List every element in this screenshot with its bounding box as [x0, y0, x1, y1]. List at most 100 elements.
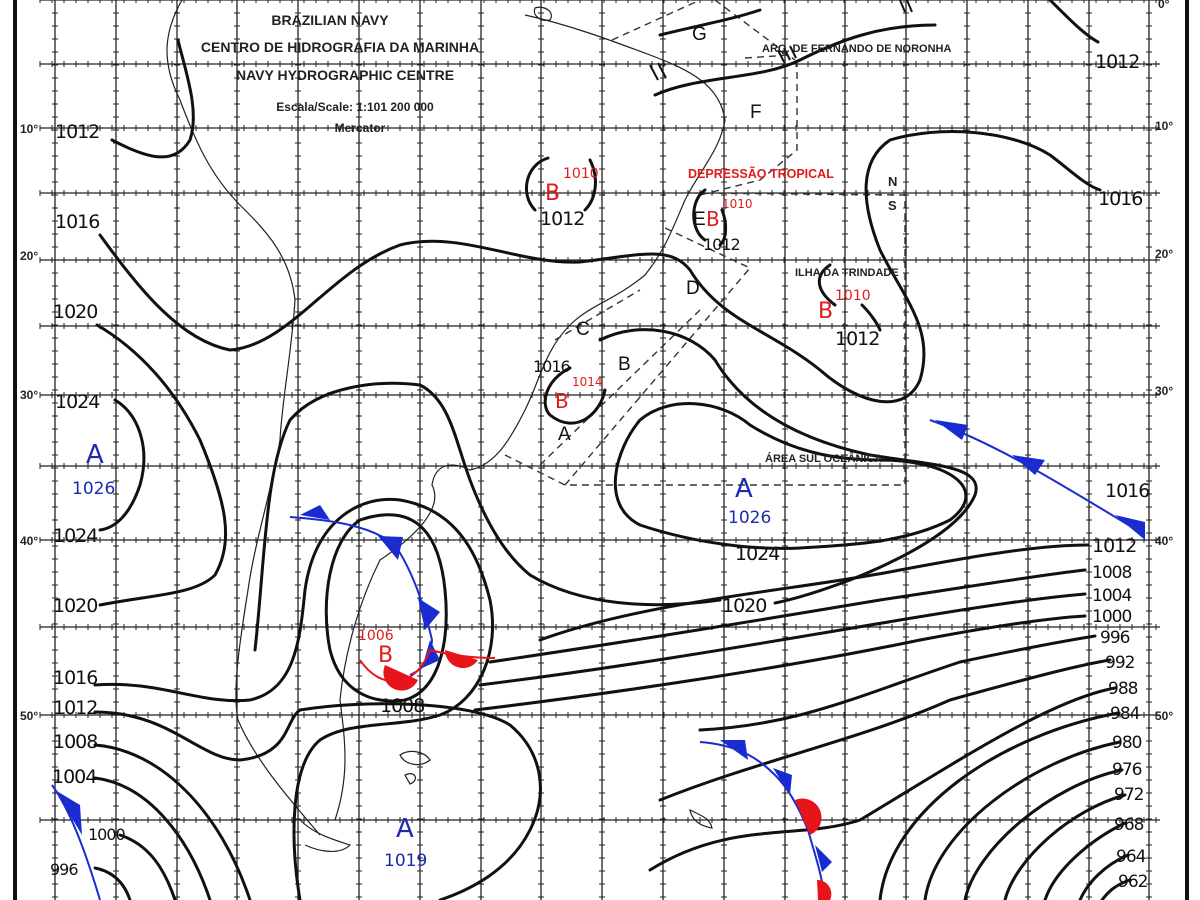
isobar — [98, 130, 1102, 404]
isobar — [1100, 878, 1132, 900]
isobar-label: 996 — [1100, 628, 1130, 648]
isobar — [1003, 793, 1127, 900]
area-letter-b: B — [618, 354, 631, 375]
isobar — [1043, 821, 1127, 900]
isobar — [93, 497, 495, 900]
isobar — [613, 402, 968, 550]
isobar-label: 1016 — [55, 211, 99, 233]
isobar-label: 1016 — [533, 357, 571, 376]
area-letter-a: A — [558, 424, 571, 445]
warm-front — [359, 648, 496, 691]
falklands-islands — [399, 750, 431, 785]
isobar — [525, 156, 597, 212]
isobar-label: 1012 — [703, 235, 740, 254]
isobar-label: 996 — [50, 860, 78, 879]
isobar — [253, 381, 722, 652]
low-value: 1010 — [563, 166, 599, 182]
header-centre-en: NAVY HYDROGRAPHIC CENTRE — [236, 67, 454, 83]
isobar — [110, 38, 195, 159]
isobar-label: 1000 — [1092, 607, 1131, 627]
high-symbol: A — [86, 440, 104, 470]
isobar — [543, 366, 607, 425]
high-value: 1019 — [384, 851, 427, 871]
lat-label-left: 40° — [20, 534, 38, 548]
header-centre-pt: CENTRO DE HIDROGRAFIA DA MARINHA — [201, 39, 479, 55]
isobar-label: 964 — [1116, 847, 1146, 867]
low-value: 1014 — [572, 375, 603, 389]
maritime-area-boundaries — [504, 0, 906, 486]
lat-label-right: 50° — [1155, 709, 1173, 723]
isobar-label: 1012 — [55, 121, 99, 143]
low-symbol: B — [545, 181, 560, 206]
tierra-del-fuego — [299, 819, 352, 852]
low-value: 1010 — [835, 288, 871, 304]
isobar — [963, 768, 1124, 900]
header-scale: Escala/Scale: 1:101 200 000 — [276, 100, 434, 114]
south-georgia — [689, 808, 713, 829]
lat-label-right: 30° — [1155, 384, 1173, 398]
area-boundary — [611, 0, 796, 61]
isobar-label: 1020 — [722, 595, 766, 617]
isobar-label: 1012 — [53, 697, 97, 719]
isobar-label: 1016 — [1105, 480, 1149, 502]
cold-front — [289, 505, 440, 676]
cold-front — [51, 784, 101, 900]
lat-label-left: 50° — [20, 709, 38, 723]
weather-fronts — [51, 0, 1146, 900]
isobar — [878, 711, 1120, 900]
isobar-label: 1000 — [88, 825, 126, 844]
cold-front — [929, 419, 1146, 540]
place-trindade: ILHA DA TRINDADE — [795, 267, 899, 279]
area-letter-g: G — [692, 24, 707, 45]
low-symbol: B — [378, 643, 393, 668]
high-pressure-center: A 1026 — [728, 474, 771, 528]
place-noronha: ARQ. DE FERNANDO DE NORONHA — [762, 43, 952, 55]
tropical-depression-label: DEPRESSÃO TROPICAL — [688, 166, 834, 181]
isobar-label: 1012 — [1095, 51, 1139, 73]
low-symbol: B — [555, 389, 569, 413]
isobar-label: 1024 — [735, 543, 780, 565]
isobar — [488, 568, 1087, 664]
isobar-label: 988 — [1108, 679, 1138, 699]
isobar-label: 968 — [1114, 815, 1144, 835]
isobar-label: 962 — [1118, 872, 1148, 892]
isobar — [93, 702, 542, 900]
isobar-label: 1008 — [53, 731, 97, 753]
header-projection: Mercator — [335, 121, 386, 135]
isobar-label: 984 — [1110, 704, 1140, 724]
isobar — [98, 398, 146, 532]
area-letter-c: C — [576, 319, 590, 340]
isobar-label: 992 — [1105, 653, 1135, 673]
isobar-label: 1008 — [380, 695, 424, 717]
isobar — [658, 658, 1112, 802]
isobar-label: 976 — [1112, 760, 1142, 780]
coastline — [166, 0, 726, 852]
isobar-label: 1012 — [835, 328, 879, 350]
isobar — [118, 833, 177, 900]
isobar-label: 1016 — [53, 667, 97, 689]
isobar-label: 1012 — [540, 208, 584, 230]
area-boundary — [504, 192, 906, 486]
isobar-label: 1008 — [1092, 563, 1131, 583]
pacific-coast — [166, 0, 321, 836]
isobar-label: 1004 — [52, 766, 97, 788]
isobar — [324, 513, 448, 703]
south-marker: S — [888, 198, 897, 213]
isobar-label: 1004 — [1092, 586, 1131, 606]
low-pressure-center: B 1014 — [555, 375, 603, 413]
isobar-label: 980 — [1112, 733, 1142, 753]
isobar — [653, 0, 1100, 97]
isobar-label: 1016 — [1098, 188, 1142, 210]
isobar-label: 1020 — [53, 301, 97, 323]
isobar — [478, 592, 1087, 687]
high-pressure-center: A 1026 — [72, 440, 115, 499]
isobar — [923, 740, 1122, 900]
high-symbol: A — [735, 474, 753, 504]
isobar-label: 1024 — [55, 391, 100, 413]
area-letter-d: D — [686, 278, 700, 299]
noronha-island — [533, 6, 552, 21]
lat-label-right: 10° — [1155, 119, 1173, 133]
high-value: 1026 — [72, 479, 115, 499]
north-marker: N — [888, 174, 897, 189]
